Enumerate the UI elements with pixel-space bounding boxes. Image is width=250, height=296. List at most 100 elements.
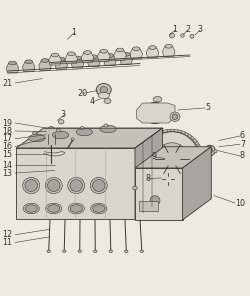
Ellipse shape [98, 92, 110, 99]
Ellipse shape [106, 54, 114, 57]
Ellipse shape [141, 153, 144, 159]
Ellipse shape [46, 203, 62, 214]
Ellipse shape [198, 147, 202, 152]
Ellipse shape [173, 186, 178, 189]
Ellipse shape [190, 34, 194, 38]
Ellipse shape [198, 167, 202, 172]
Ellipse shape [214, 149, 217, 153]
Ellipse shape [180, 131, 185, 134]
Ellipse shape [141, 160, 144, 165]
Polygon shape [136, 103, 175, 123]
Ellipse shape [200, 157, 203, 162]
Text: 4: 4 [90, 97, 95, 106]
Ellipse shape [70, 205, 82, 212]
Ellipse shape [200, 153, 203, 159]
Ellipse shape [32, 131, 36, 134]
Ellipse shape [144, 102, 166, 124]
Ellipse shape [195, 141, 198, 145]
Text: 15: 15 [2, 150, 12, 159]
Polygon shape [16, 128, 162, 148]
Ellipse shape [100, 49, 108, 53]
Ellipse shape [90, 55, 98, 59]
Ellipse shape [74, 56, 81, 60]
Text: 6: 6 [240, 131, 245, 141]
Ellipse shape [170, 112, 180, 121]
Ellipse shape [68, 203, 84, 214]
Ellipse shape [200, 150, 202, 155]
Ellipse shape [169, 186, 175, 189]
Polygon shape [55, 59, 68, 69]
Ellipse shape [176, 186, 182, 189]
Ellipse shape [104, 99, 111, 104]
Ellipse shape [104, 124, 108, 127]
Ellipse shape [68, 177, 85, 194]
Ellipse shape [200, 160, 203, 165]
Ellipse shape [192, 138, 196, 142]
Ellipse shape [48, 205, 60, 212]
Ellipse shape [49, 130, 53, 133]
Ellipse shape [146, 173, 149, 178]
Ellipse shape [159, 184, 164, 188]
Ellipse shape [48, 179, 60, 192]
Polygon shape [88, 57, 100, 67]
Text: 19: 19 [2, 118, 12, 128]
Ellipse shape [151, 109, 159, 117]
Polygon shape [39, 60, 51, 70]
Polygon shape [114, 50, 126, 60]
Ellipse shape [156, 132, 160, 136]
Ellipse shape [184, 183, 188, 186]
Ellipse shape [23, 203, 40, 214]
Polygon shape [22, 62, 35, 72]
Ellipse shape [41, 59, 49, 62]
Ellipse shape [70, 179, 82, 192]
Polygon shape [81, 52, 94, 62]
Ellipse shape [45, 177, 62, 194]
Ellipse shape [160, 172, 174, 186]
Text: 17: 17 [2, 134, 12, 143]
Ellipse shape [133, 186, 137, 190]
Ellipse shape [144, 132, 200, 187]
Polygon shape [146, 47, 159, 57]
Ellipse shape [149, 46, 156, 49]
Ellipse shape [58, 57, 65, 61]
Ellipse shape [153, 96, 162, 102]
Ellipse shape [180, 184, 185, 188]
Ellipse shape [197, 170, 200, 175]
Polygon shape [135, 147, 211, 168]
Ellipse shape [78, 250, 82, 252]
Ellipse shape [93, 205, 105, 212]
Ellipse shape [142, 147, 146, 152]
Ellipse shape [51, 53, 59, 57]
Text: 8: 8 [240, 152, 245, 160]
Polygon shape [135, 128, 162, 219]
Ellipse shape [197, 143, 200, 148]
Ellipse shape [192, 176, 196, 181]
Ellipse shape [56, 129, 60, 132]
Ellipse shape [150, 179, 154, 183]
Ellipse shape [132, 47, 140, 51]
Ellipse shape [165, 44, 172, 48]
Polygon shape [182, 147, 211, 220]
Text: 2: 2 [185, 25, 190, 34]
Ellipse shape [190, 179, 194, 183]
Ellipse shape [71, 138, 74, 141]
Ellipse shape [100, 125, 116, 133]
Ellipse shape [164, 152, 180, 167]
Ellipse shape [142, 167, 146, 172]
Ellipse shape [76, 128, 92, 136]
Ellipse shape [142, 163, 144, 169]
Ellipse shape [142, 150, 144, 155]
Ellipse shape [162, 130, 168, 133]
Ellipse shape [150, 136, 154, 140]
Ellipse shape [94, 250, 97, 252]
Ellipse shape [184, 132, 188, 136]
Ellipse shape [124, 250, 128, 252]
Ellipse shape [62, 250, 66, 252]
Ellipse shape [152, 134, 157, 138]
Text: 3: 3 [198, 25, 202, 34]
Ellipse shape [25, 60, 32, 64]
Ellipse shape [200, 163, 202, 169]
Ellipse shape [148, 138, 152, 142]
Text: 21: 21 [2, 78, 12, 88]
Ellipse shape [187, 134, 192, 138]
